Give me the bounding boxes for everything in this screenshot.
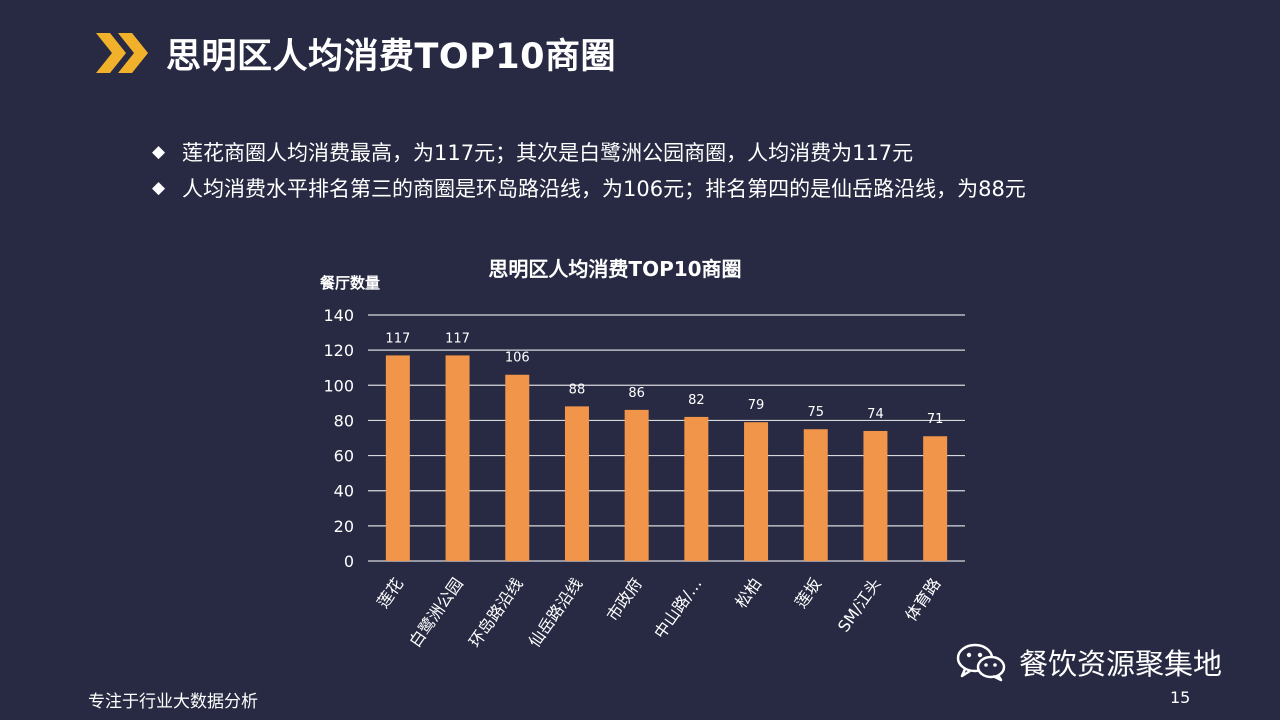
x-tick-label: 中山路/… bbox=[650, 574, 705, 642]
bar-chart: 思明区人均消费TOP10商圈 餐厅数量 0 20 40 60 80 100 120 140 1… bbox=[300, 245, 1000, 665]
wechat-icon bbox=[956, 643, 1006, 682]
chevron-right-icon bbox=[96, 33, 148, 73]
bullet-item: ◆ 人均消费水平排名第三的商圈是环岛路沿线，为106元；排名第四的是仙岳路沿线，… bbox=[152, 170, 1026, 206]
data-label: 117 bbox=[445, 331, 470, 346]
y-tick-label: 0 bbox=[344, 552, 354, 571]
chart-title: 思明区人均消费TOP10商圈 bbox=[488, 257, 741, 281]
x-tick-label: 体育路 bbox=[901, 574, 944, 624]
y-tick-label: 140 bbox=[323, 306, 354, 325]
bar bbox=[624, 409, 649, 561]
footer-tagline: 专注于行业大数据分析 bbox=[88, 692, 258, 712]
bullet-text: 莲花商圈人均消费最高，为117元；其次是白鹭洲公园商圈，人均消费为117元 bbox=[182, 141, 914, 165]
data-labels: 117 117 106 88 86 82 79 75 74 71 bbox=[385, 331, 943, 427]
bar bbox=[385, 355, 410, 561]
bars bbox=[385, 355, 948, 561]
x-tick-label: 莲坂 bbox=[791, 574, 825, 611]
y-tick-label: 100 bbox=[323, 376, 354, 395]
diamond-bullet-icon: ◆ bbox=[152, 142, 166, 162]
x-tick-label: 市政府 bbox=[603, 574, 646, 624]
x-tick-label: 莲花 bbox=[373, 574, 407, 611]
bullet-list: ◆ 莲花商圈人均消费最高，为117元；其次是白鹭洲公园商圈，人均消费为117元 … bbox=[152, 134, 1026, 206]
page-number: 15 bbox=[1170, 688, 1191, 707]
bar-chart-svg: 思明区人均消费TOP10商圈 餐厅数量 0 20 40 60 80 100 120 140 1… bbox=[320, 257, 965, 651]
bar bbox=[923, 436, 948, 561]
data-label: 75 bbox=[807, 405, 824, 420]
bar bbox=[684, 416, 709, 561]
x-tick-label: 松柏 bbox=[731, 574, 765, 611]
watermark-text: 餐饮资源聚集地 bbox=[1019, 647, 1223, 681]
y-axis-title: 餐厅数量 bbox=[320, 274, 380, 292]
y-tick-label: 80 bbox=[334, 411, 354, 430]
data-label: 117 bbox=[385, 331, 410, 346]
bar bbox=[564, 406, 589, 561]
bar bbox=[445, 355, 470, 561]
x-tick-label: 仙岳路沿线 bbox=[525, 574, 586, 650]
bar bbox=[744, 422, 769, 561]
y-tick-label: 20 bbox=[334, 517, 354, 536]
data-label: 74 bbox=[867, 407, 884, 422]
data-label: 106 bbox=[505, 351, 530, 366]
x-tick-label: 白鹭洲公园 bbox=[405, 574, 466, 650]
data-label: 86 bbox=[628, 386, 645, 401]
bullet-item: ◆ 莲花商圈人均消费最高，为117元；其次是白鹭洲公园商圈，人均消费为117元 bbox=[152, 134, 1026, 170]
x-tick-label: SM/江头 bbox=[834, 574, 885, 635]
bullet-text: 人均消费水平排名第三的商圈是环岛路沿线，为106元；排名第四的是仙岳路沿线，为8… bbox=[182, 177, 1026, 201]
bar bbox=[505, 374, 530, 561]
data-label: 88 bbox=[569, 382, 586, 397]
y-axis-ticks: 0 20 40 60 80 100 120 140 bbox=[323, 306, 354, 571]
diamond-bullet-icon: ◆ bbox=[152, 178, 166, 198]
y-tick-label: 60 bbox=[334, 447, 354, 466]
bar bbox=[863, 430, 888, 561]
data-label: 82 bbox=[688, 393, 705, 408]
page-title: 思明区人均消费TOP10商圈 bbox=[166, 37, 616, 77]
data-label: 79 bbox=[748, 398, 765, 413]
y-tick-label: 40 bbox=[334, 482, 354, 501]
data-label: 71 bbox=[927, 412, 944, 427]
y-tick-label: 120 bbox=[323, 341, 354, 360]
bar bbox=[803, 429, 828, 561]
x-tick-label: 环岛路沿线 bbox=[465, 574, 526, 650]
watermark: 餐饮资源聚集地 bbox=[955, 640, 1222, 684]
